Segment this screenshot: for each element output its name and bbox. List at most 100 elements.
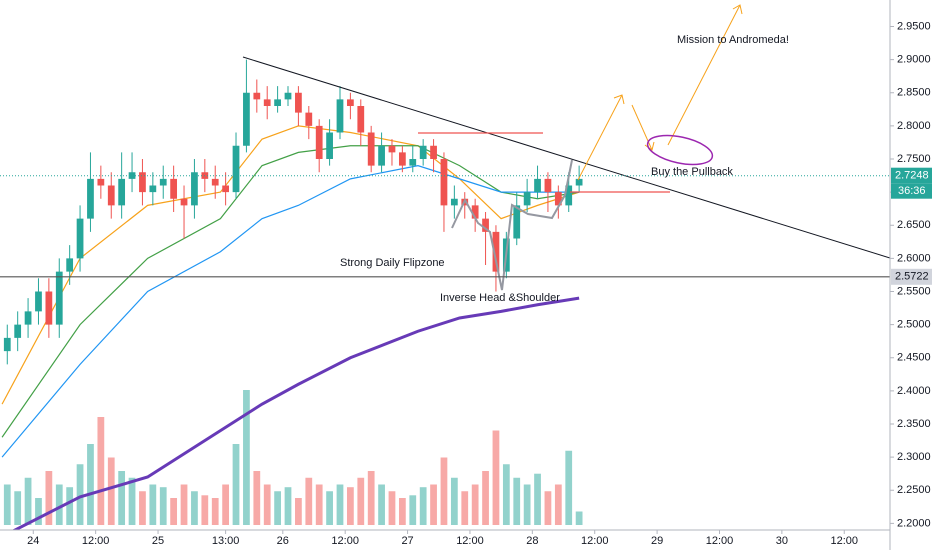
volume-bar [471, 484, 479, 525]
y-tick-label: 2.4500 [897, 352, 931, 364]
candle-body [430, 145, 437, 159]
arrow-head [732, 4, 743, 15]
volume-bar [523, 484, 531, 525]
volume-bar [461, 491, 469, 525]
level-label: 2.5722 [895, 271, 929, 283]
candle-body [191, 172, 198, 206]
candle-body [97, 178, 105, 186]
candle-body [253, 92, 261, 100]
volume-bar [128, 477, 136, 525]
volume-bar [482, 471, 489, 525]
y-tick-label: 2.2500 [897, 484, 931, 496]
volume-bar [388, 491, 396, 525]
candle-body [45, 291, 53, 325]
x-tick-label: 12:00 [706, 535, 734, 547]
y-tick-label: 2.5500 [897, 285, 931, 297]
annotation: Mission to Andromeda! [677, 34, 789, 46]
candle-body [35, 291, 42, 312]
volume-bar [430, 484, 437, 525]
volume-bar [502, 464, 510, 525]
candle-body [367, 132, 375, 166]
annotation: Strong Daily Flipzone [340, 257, 445, 269]
candle-body [14, 324, 22, 338]
volume-bar [24, 477, 32, 525]
candle-body [347, 99, 354, 106]
volume-bar [450, 477, 458, 525]
volume-bar [118, 471, 126, 525]
candle-body [222, 185, 229, 193]
annotation: Buy the Pullback [651, 166, 733, 178]
y-tick-label: 2.3500 [897, 418, 931, 430]
volume-bar [170, 498, 178, 525]
candle-body [544, 178, 552, 193]
arrow [667, 4, 741, 146]
candle-body [107, 185, 115, 206]
candle-body [450, 198, 458, 206]
candle-body [388, 145, 396, 153]
x-tick-label: 12:00 [456, 535, 484, 547]
candle-body [482, 218, 489, 232]
candle-body [305, 112, 313, 126]
y-tick-label: 2.7500 [897, 153, 931, 165]
axes: 2.2000 2.2500 2.3000 2.3500 2.4000 2.4500 2.50… [27, 20, 932, 547]
candle-body [284, 92, 292, 100]
volume-bar [534, 473, 541, 525]
y-tick-label: 2.9000 [897, 54, 931, 66]
candle-body [419, 145, 427, 159]
arrow [577, 94, 623, 181]
volume-bar [336, 484, 344, 525]
volume-bar [263, 484, 271, 525]
y-tick-label: 2.6000 [897, 252, 931, 264]
volume-bar [159, 487, 167, 525]
volume-bar [398, 498, 406, 525]
volume-bar [357, 477, 365, 525]
y-tick-label: 2.9500 [897, 20, 931, 32]
x-tick-label: 29 [651, 535, 663, 547]
volume-bar [222, 484, 229, 525]
x-tick-label: 12:00 [331, 535, 359, 547]
volume-bar [87, 444, 94, 525]
y-tick-label: 2.2000 [897, 517, 931, 529]
candle-body [295, 92, 302, 113]
last-price-box [891, 167, 932, 184]
volume-bar [201, 495, 209, 525]
y-tick-label: 2.8000 [897, 120, 931, 132]
volume-bar [55, 484, 63, 525]
candle-body [492, 231, 500, 272]
x-tick-label: 12:00 [82, 535, 110, 547]
level-box [891, 268, 932, 285]
countdown-box [891, 183, 932, 199]
moving-averages [1, 125, 580, 530]
volume-bar [295, 498, 302, 525]
candle-body [565, 185, 573, 206]
volume-bar [211, 498, 219, 525]
x-tick-label: 13:00 [212, 535, 240, 547]
plot-area [0, 4, 890, 530]
x-tick-label: 12:00 [581, 535, 609, 547]
trend-line [242, 56, 890, 259]
annotation: Inverse Head &Shoulder [440, 292, 560, 304]
volume-bar [243, 390, 250, 525]
y-tick-label: 2.3000 [897, 451, 931, 463]
volume-bar [76, 464, 84, 525]
x-tick-label: 25 [152, 535, 164, 547]
volume-bar [326, 491, 333, 525]
volume-bar [565, 450, 573, 525]
candle-body [55, 271, 63, 325]
y-tick-label: 2.5000 [897, 319, 931, 331]
pullback-circle [646, 134, 714, 166]
candle-body [575, 178, 583, 186]
candle-body [76, 218, 84, 259]
x-tick-label: 27 [401, 535, 413, 547]
volume-bar [3, 484, 11, 525]
volume-bar [97, 417, 105, 525]
y-tick-label: 2.4000 [897, 385, 931, 397]
y-tick-label: 2.6500 [897, 219, 931, 231]
y-tick-label: 2.8500 [897, 87, 931, 99]
moving-average [11, 296, 580, 530]
candle-body [263, 99, 271, 106]
candle-body [315, 125, 323, 159]
candle-body [118, 178, 126, 206]
